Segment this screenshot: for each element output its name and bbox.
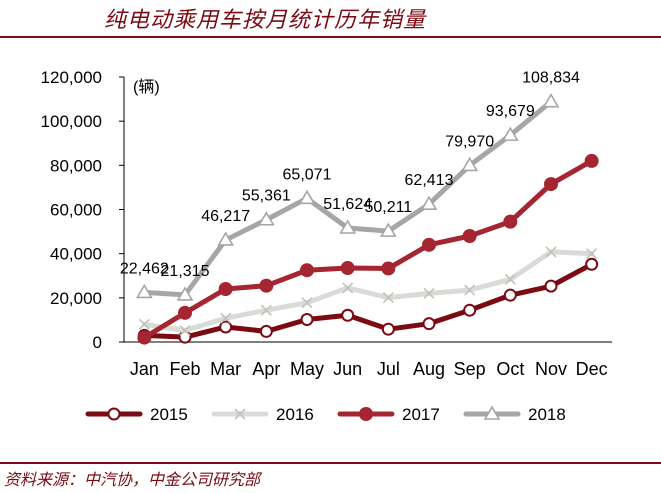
data-point [422, 317, 436, 331]
x-tick-label: Jul [377, 359, 400, 379]
data-point [220, 312, 232, 324]
data-point [464, 284, 476, 296]
data-point [545, 246, 557, 258]
data-point [178, 305, 192, 320]
data-point [179, 324, 191, 337]
legend-item-2015: 2015 [85, 405, 188, 424]
data-point [137, 330, 152, 345]
x-tick-label: Dec [576, 359, 608, 379]
y-tick-label: 80,000 [50, 156, 102, 175]
series-2016 [138, 246, 598, 337]
data-point [503, 288, 517, 302]
legend-label: 2017 [402, 405, 440, 424]
data-point [298, 189, 316, 205]
data-point [135, 283, 153, 299]
x-tick-label: Jun [333, 359, 362, 379]
legend-label: 2016 [276, 405, 314, 424]
data-point [542, 93, 560, 108]
data-point [379, 222, 397, 237]
y-tick-label: 60,000 [50, 201, 102, 220]
data-point [300, 312, 314, 326]
data-label: 55,361 [242, 188, 291, 205]
data-point [234, 408, 246, 420]
data-point [218, 282, 233, 296]
data-point [341, 308, 355, 322]
y-tick-label: 120,000 [41, 68, 102, 87]
series-line [141, 249, 595, 334]
data-label: 62,413 [405, 172, 454, 189]
data-point [503, 214, 518, 229]
data-point [423, 287, 435, 299]
data-point [422, 237, 436, 252]
data-point [259, 324, 273, 338]
data-point [138, 318, 150, 330]
y-tick-label: 0 [93, 333, 102, 352]
x-tick-label: Mar [210, 359, 241, 379]
legend-label: 2015 [150, 405, 188, 424]
series-line [141, 158, 595, 341]
data-point [504, 273, 516, 285]
data-point [219, 320, 233, 334]
legend-item-2018: 2018 [463, 405, 566, 424]
data-point [107, 407, 121, 421]
x-tick-label: Nov [535, 359, 567, 379]
title-rule [0, 36, 661, 38]
series-2017 [137, 153, 599, 345]
data-point [381, 261, 396, 276]
data-point [463, 303, 477, 317]
data-label: 22,462 [120, 260, 169, 277]
x-tick-label: Aug [413, 359, 445, 379]
data-point [217, 231, 235, 246]
data-point [339, 219, 357, 234]
data-point [342, 282, 354, 294]
series-line [141, 261, 595, 340]
data-point [257, 211, 275, 226]
y-tick-label: 100,000 [41, 112, 102, 131]
source-note: 资料来源：中汽协，中金公司研究部 [4, 470, 261, 489]
data-label: 93,679 [486, 103, 535, 120]
data-label: 46,217 [201, 208, 250, 225]
x-tick-label: Feb [169, 359, 200, 379]
data-point [585, 257, 599, 271]
line-chart: 0 20,000 40,000 60,000 80,000 100,000 120,000 (… [41, 68, 612, 424]
data-label: 65,071 [283, 166, 332, 183]
data-point [176, 286, 194, 301]
x-tick-label: Apr [252, 359, 280, 379]
legend-item-2016: 2016 [211, 405, 314, 424]
x-tick-label: Jan [130, 359, 159, 379]
data-point [300, 263, 314, 278]
data-point [462, 229, 477, 243]
x-tick-label: Oct [496, 359, 524, 379]
source-rule [0, 462, 661, 464]
data-point [501, 126, 519, 141]
data-point [259, 278, 274, 293]
data-label: 50,211 [364, 199, 412, 216]
data-point [461, 156, 479, 172]
data-point [420, 195, 438, 210]
data-label: 79,970 [445, 133, 494, 150]
data-point [382, 292, 394, 304]
data-point [301, 297, 313, 309]
data-label: 21,315 [161, 263, 210, 280]
legend-label: 2018 [528, 405, 566, 424]
legend-item-2017: 2017 [337, 405, 440, 424]
data-point [359, 407, 373, 421]
data-point [584, 153, 599, 168]
data-point [483, 405, 501, 420]
data-point [544, 177, 558, 192]
data-point [260, 304, 272, 316]
y-tick-label: 20,000 [50, 289, 102, 308]
y-tick-label: 40,000 [50, 245, 102, 264]
data-label: 108,834 [522, 70, 580, 87]
data-label: 51,624 [323, 196, 372, 213]
data-point [381, 322, 395, 336]
unit-label: (辆) [133, 78, 160, 96]
x-tick-label: May [290, 359, 324, 379]
data-point [586, 248, 598, 260]
chart-title: 纯电动乘用车按月统计历年销量 [104, 8, 427, 33]
x-tick-label: Sep [454, 359, 486, 379]
data-point [340, 261, 355, 276]
data-point [544, 279, 558, 293]
